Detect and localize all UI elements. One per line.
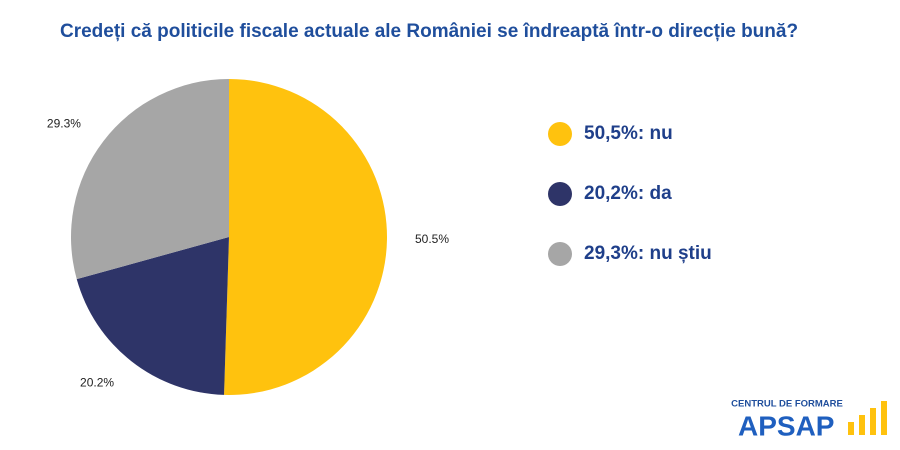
data-label: 29.3% bbox=[47, 117, 81, 131]
logo-bar bbox=[848, 422, 854, 435]
logo-subtitle: CENTRUL DE FORMARE bbox=[731, 399, 843, 410]
logo-bar bbox=[859, 415, 865, 435]
legend-label: 50,5%: nu bbox=[584, 123, 673, 144]
logo-name: APSAP bbox=[738, 410, 834, 441]
pie-slice bbox=[76, 237, 229, 395]
logo-bar bbox=[870, 408, 876, 435]
logo: CENTRUL DE FORMARE APSAP bbox=[731, 399, 887, 441]
legend-swatch bbox=[548, 122, 572, 146]
pie-slice bbox=[224, 79, 388, 395]
pie-slice bbox=[71, 79, 229, 280]
legend-label: 20,2%: da bbox=[584, 183, 672, 204]
data-label: 50.5% bbox=[415, 232, 449, 246]
legend-swatch bbox=[548, 182, 572, 206]
chart-title: Credeți că politicile fiscale actuale al… bbox=[60, 21, 798, 42]
data-label: 20.2% bbox=[80, 375, 114, 389]
logo-bar bbox=[881, 401, 887, 435]
legend-label: 29,3%: nu știu bbox=[584, 243, 712, 264]
legend-swatch bbox=[548, 242, 572, 266]
